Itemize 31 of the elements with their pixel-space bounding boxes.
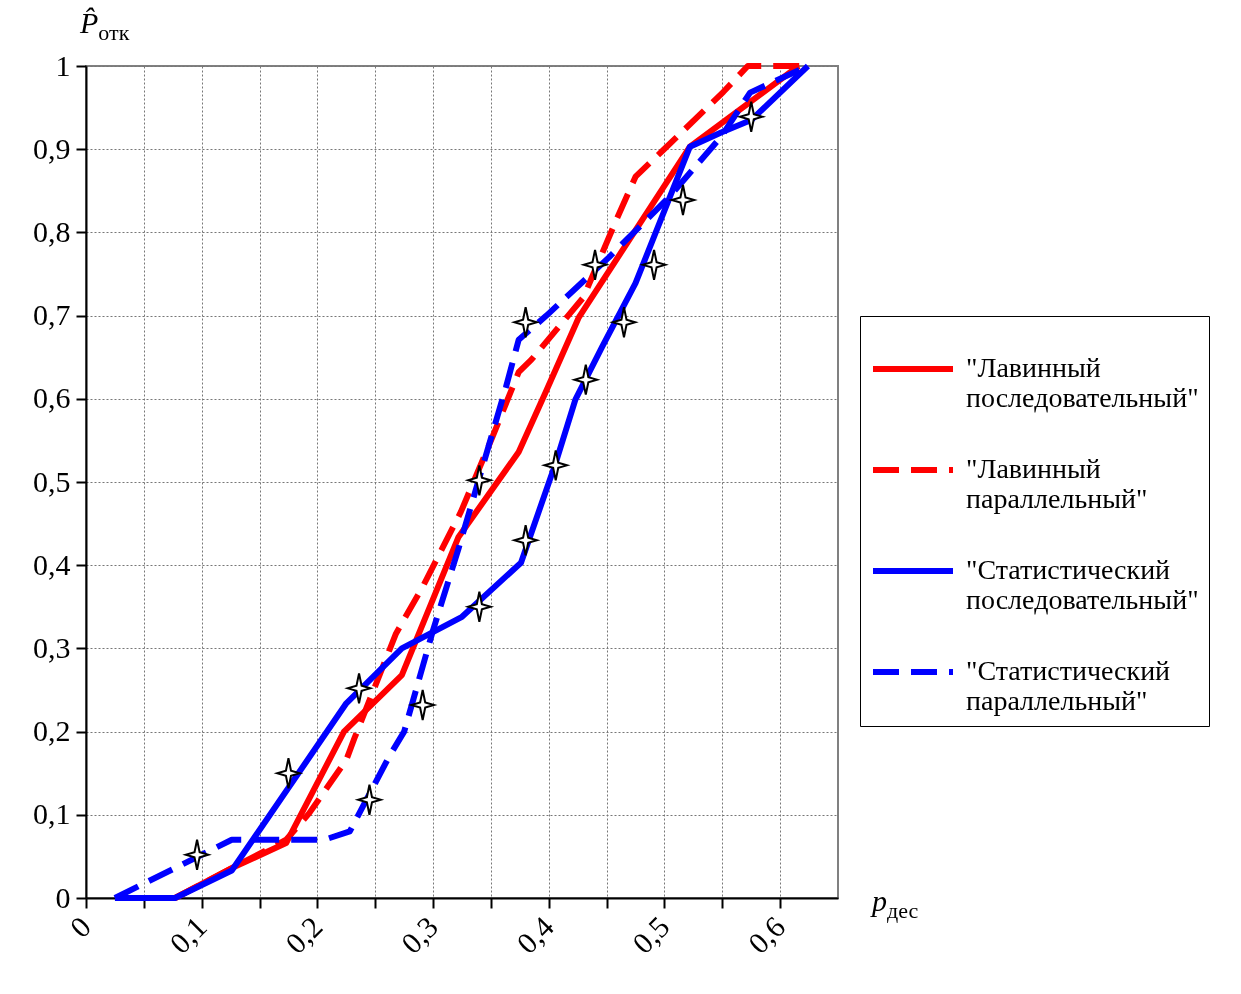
point xyxy=(580,248,610,281)
y-tick-label: 0 xyxy=(55,880,71,914)
y-tick-label: 0,3 xyxy=(33,630,71,664)
y-tick-label: 0,7 xyxy=(33,298,71,332)
x-tick-label: 0,6 xyxy=(741,909,792,960)
legend-label: "Лавинный параллельный" xyxy=(966,453,1148,514)
x-axis-title: p$_{дес}$ xyxy=(872,884,919,924)
point xyxy=(182,838,212,871)
y-tick-label: 0,9 xyxy=(33,131,71,165)
x-tick-label: 0,5 xyxy=(625,909,676,960)
x-tick-label: 0,3 xyxy=(394,909,445,960)
point xyxy=(668,183,698,216)
point xyxy=(639,248,669,281)
point xyxy=(609,306,639,339)
x-tick-label: 0,2 xyxy=(278,909,329,960)
point xyxy=(736,100,766,133)
y-tick-label: 0,2 xyxy=(33,714,71,748)
legend-label: "Лавинный последовательный" xyxy=(966,352,1199,413)
y-tick-label: 0,5 xyxy=(33,464,71,498)
x-tick-label: 0,1 xyxy=(162,909,213,960)
y-axis-title: P̂$_{отк}$ xyxy=(80,6,130,46)
point xyxy=(344,672,374,705)
y-tick-label: 1 xyxy=(55,48,71,82)
x-tick-label: 0,4 xyxy=(510,909,560,960)
point xyxy=(571,363,601,396)
y-tick-label: 0,8 xyxy=(33,214,71,248)
legend-label: "Статистический параллельный" xyxy=(966,655,1171,716)
y-tick-label: 0,4 xyxy=(33,547,71,581)
y-tick-label: 0,1 xyxy=(33,797,71,831)
y-tick-label: 0,6 xyxy=(33,381,71,415)
legend-label: "Статистический последовательный" xyxy=(966,554,1199,615)
